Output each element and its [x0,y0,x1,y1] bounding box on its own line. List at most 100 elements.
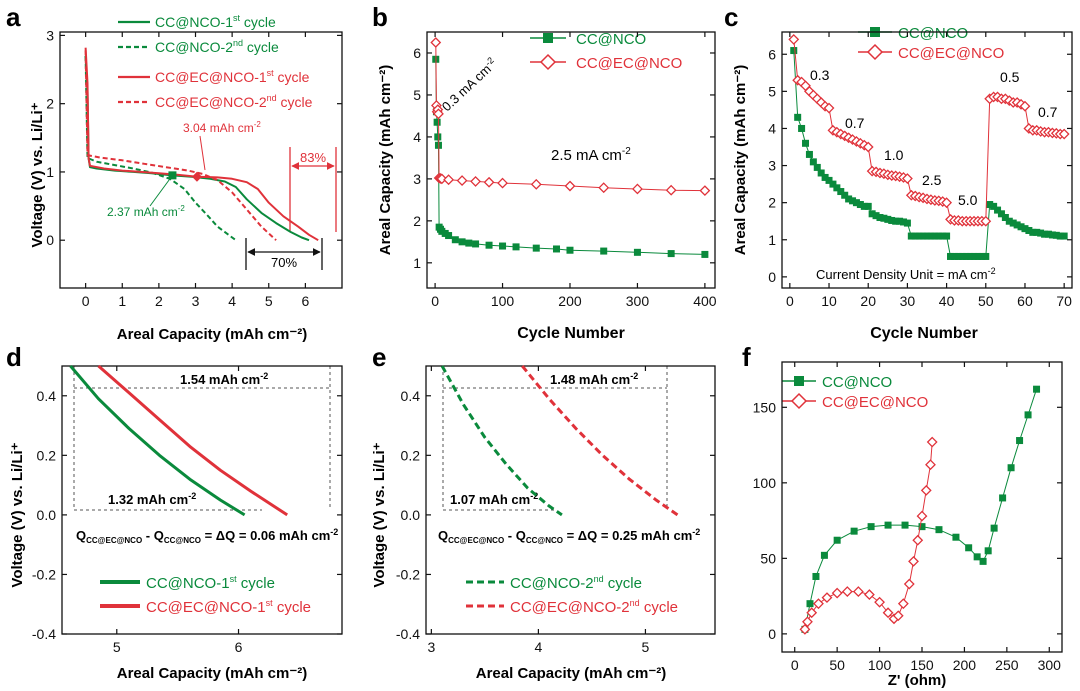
annotation-capacity-red: 3.04 mAh cm-2 [183,120,261,135]
x-tick-label: 4 [534,639,542,655]
y-tick-label: 6 [413,45,421,61]
data-point [530,178,542,190]
data-point [931,232,939,240]
data-point [850,527,858,535]
data-point [884,215,892,223]
data-point [1021,225,1029,233]
data-point [970,252,978,260]
data-point [990,524,998,532]
y-tick-label: 0 [768,269,776,285]
panel-letter-e: e [372,342,386,372]
y-tick-label: 3 [413,171,421,187]
y-tick-label: 0.2 [37,447,57,463]
x-tick-label: 5 [642,639,650,655]
data-point [899,218,907,226]
data-point [1016,437,1024,445]
plot-frame [425,365,716,635]
x-tick-label: 10 [821,293,837,309]
annotation-70-percent: 70% [271,255,297,270]
data-point [845,195,853,203]
data-point [1009,219,1017,227]
annotation-rate: 5.0 [958,192,978,208]
y-tick-label: 150 [753,399,777,415]
series [440,365,563,517]
data-point [1001,214,1009,222]
annotation-unit: Current Density Unit = mA cm-2 [816,266,996,282]
panel-c: c Areal Capacity (mAh cm⁻²) Cycle Number… [724,2,1058,342]
x-tick-label: 200 [953,657,977,673]
data-point [1024,411,1032,419]
data-point [856,201,864,209]
data-point [897,598,909,610]
x-axis-label-a: Areal Capacity (mAh cm⁻²) [117,326,307,343]
data-point [965,544,973,552]
data-point [837,188,845,196]
data-point [880,214,888,222]
legend-marker-diamond [790,392,808,410]
legend-c: CC@NCO CC@EC@NCO [858,25,1004,62]
y-tick-label: 50 [760,550,776,566]
data-point [926,436,938,448]
data-point [903,219,911,227]
data-point [986,201,994,209]
annotation-rate: 0.5 [1000,69,1020,85]
legend-label: CC@EC@NCO [898,45,1004,62]
data-point [790,47,798,55]
annotation-rate-initial: 0.3 mA cm-2 [438,55,500,114]
data-point [451,236,459,244]
data-point [813,163,821,171]
plot-frame [781,31,1073,289]
data-point [825,176,833,184]
x-tick-label: 6 [235,639,243,655]
series [788,34,1070,227]
data-point [863,589,875,601]
panel-d: d Voltage (V) vs. Li/Li⁺ Areal Capacity … [6,342,338,682]
annotation-rate: 0.3 [810,67,830,83]
data-point [919,232,927,240]
y-tick-label: 6 [768,46,776,62]
data-point [564,180,576,192]
x-tick-label: 60 [1017,293,1033,309]
data-point [935,526,943,534]
data-point [699,185,711,197]
data-point [935,232,943,240]
data-point [806,600,814,608]
data-point [512,243,520,251]
data-point [833,536,841,544]
annotation-leader [149,175,173,207]
series [97,364,289,517]
legend-label: CC@EC@NCO-2nd cycle [510,598,678,616]
series [521,365,679,517]
x-axis-label-e: Areal Capacity (mAh cm⁻²) [476,665,666,682]
data-point [820,551,828,559]
annotation-rate: 0.7 [845,115,865,131]
y-tick-label: 1 [413,255,421,271]
y-tick-label: -0.4 [32,626,56,642]
data-point [1017,223,1025,231]
legend-label: CC@NCO-1st cycle [146,574,275,592]
data-point [990,202,998,210]
data-point [1033,385,1041,393]
legend-label: CC@EC@NCO-1st cycle [146,598,311,616]
plot-a: 0 1 2 3 4 5 6 0 1 2 3 [46,27,343,309]
series-line [804,442,933,630]
plot-d: 5 6 -0.4 -0.2 0.0 0.2 0.4 [32,364,343,655]
x-tick-label: 400 [693,293,717,309]
x-tick-label: 3 [427,639,435,655]
legend-d: CC@NCO-1st cycle CC@EC@NCO-1st cycle [100,574,311,616]
data-point [499,242,507,250]
x-tick-label: 0 [431,293,439,309]
data-point [999,494,1007,502]
data-point [434,133,442,141]
y-axis-label-a: Voltage (V) vs. Li/Li⁺ [29,102,46,247]
data-point [947,252,955,260]
data-point [632,183,643,195]
x-tick-label: 0 [791,657,799,673]
panel-letter-f: f [742,342,751,372]
data-point [1007,464,1015,472]
y-tick-label: 5 [768,83,776,99]
data-point [862,141,874,153]
y-tick-label: 2 [46,96,54,112]
data-point [1025,226,1033,234]
